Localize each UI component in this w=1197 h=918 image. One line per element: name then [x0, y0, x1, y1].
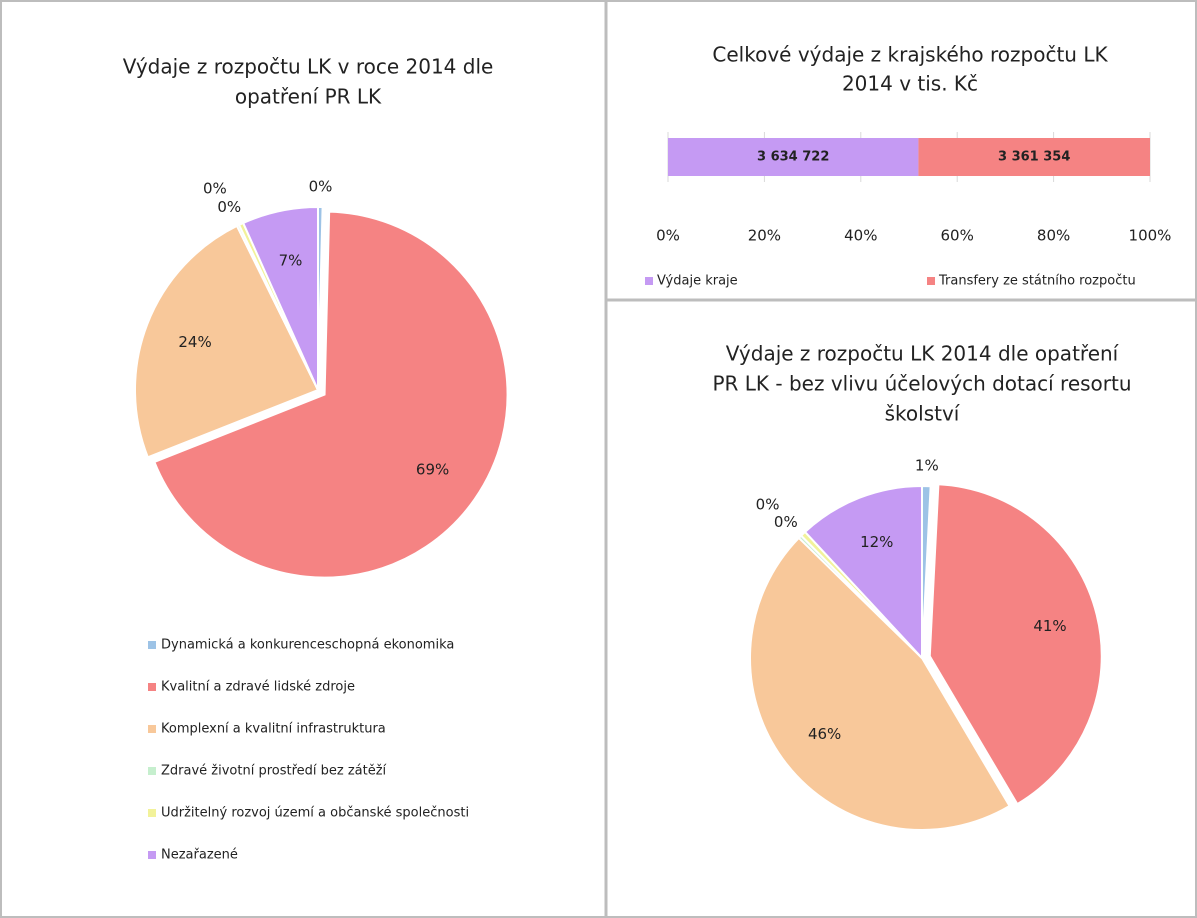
data-label: 0%: [217, 198, 241, 216]
legend-label: Výdaje kraje: [657, 274, 738, 289]
legend-marker: [148, 725, 156, 733]
legend-marker: [148, 851, 156, 859]
x-tick-label: 0%: [656, 227, 680, 245]
legend-marker: [148, 683, 156, 691]
legend-marker: [645, 277, 653, 285]
pie-slice: [803, 484, 923, 661]
legend-label: Komplexní a kvalitní infrastruktura: [161, 722, 386, 737]
bar-segment: [918, 138, 1150, 176]
legend-marker: [148, 641, 156, 649]
chart-title: 2014 v tis. Kč: [842, 72, 978, 96]
bar-segment: [668, 138, 919, 176]
x-tick-label: 20%: [748, 227, 781, 245]
x-tick-label: 100%: [1129, 227, 1172, 245]
data-label: 0%: [203, 180, 227, 198]
data-label: 7%: [279, 252, 303, 270]
pie-slice: [153, 210, 509, 579]
pie-slice: [928, 483, 1103, 806]
legend-label: Dynamická a konkurenceschopná ekonomika: [161, 638, 454, 653]
data-label: 1%: [915, 457, 939, 475]
legend-label: Kvalitní a zdravé lidské zdroje: [161, 680, 355, 695]
legend-label: Udržitelný rozvoj území a občanské spole…: [161, 806, 469, 821]
data-label: 0%: [756, 496, 780, 514]
data-label: 12%: [860, 533, 893, 551]
chart-title: Výdaje z rozpočtu LK v roce 2014 dle: [123, 55, 494, 79]
data-label: 46%: [808, 725, 841, 743]
chart-title: PR LK - bez vlivu účelových dotací resor…: [712, 372, 1131, 396]
x-tick-label: 80%: [1037, 227, 1070, 245]
legend-label: Transfery ze státního rozpočtu: [938, 274, 1136, 289]
pie-slice: [749, 536, 1011, 831]
legend-marker: [148, 767, 156, 775]
legend-label: Nezařazené: [161, 848, 238, 863]
chart-title: Celkové výdaje z krajského rozpočtu LK: [712, 43, 1108, 67]
legend-marker: [927, 277, 935, 285]
chart-title: školství: [885, 402, 961, 426]
chart-title: opatření PR LK: [235, 85, 382, 109]
data-label: 24%: [178, 333, 211, 351]
chart-title: Výdaje z rozpočtu LK 2014 dle opatření: [726, 342, 1120, 366]
data-label: 41%: [1033, 617, 1066, 635]
x-tick-label: 60%: [941, 227, 974, 245]
x-tick-label: 40%: [844, 227, 877, 245]
data-label: 3 361 354: [998, 150, 1070, 165]
data-label: 3 634 722: [757, 150, 829, 165]
legend-marker: [148, 809, 156, 817]
data-label: 69%: [416, 461, 449, 479]
data-label: 0%: [309, 178, 333, 196]
data-label: 0%: [774, 513, 798, 531]
legend-label: Zdravé životní prostředí bez zátěží: [161, 764, 387, 779]
pie-slice: [241, 205, 319, 391]
pie-slice: [134, 224, 320, 459]
